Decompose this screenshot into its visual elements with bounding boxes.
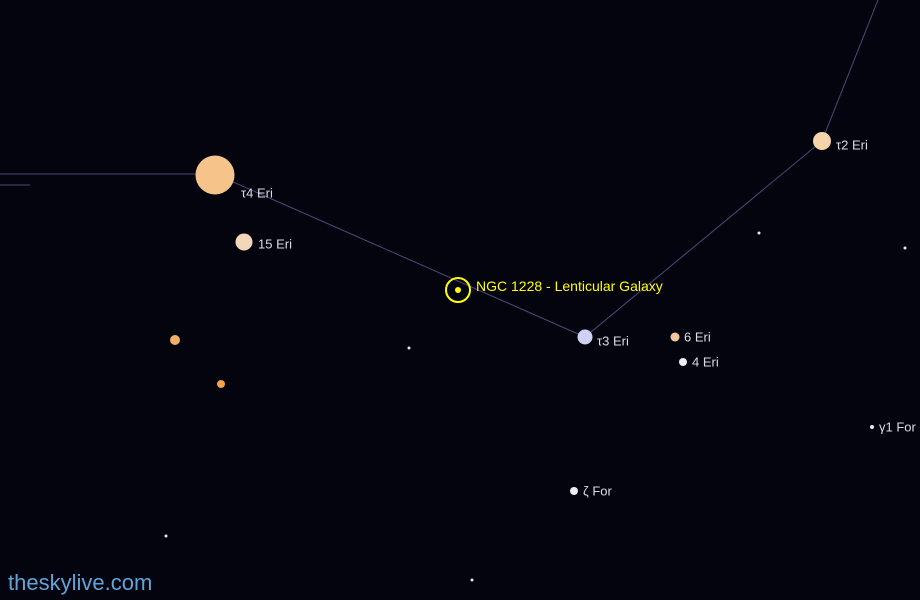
- star: [671, 333, 680, 342]
- star-chart: τ4 Eri 15 Eri τ2 Eri τ3 Eri 6 Eri 4 Eri ζ For γ…: [0, 0, 920, 600]
- star: [813, 132, 831, 150]
- star: [196, 156, 235, 195]
- constellation-polyline: [0, 0, 878, 337]
- star: [165, 535, 168, 538]
- target-label: NGC 1228 - Lenticular Galaxy: [476, 278, 663, 294]
- star: [758, 232, 761, 235]
- star: [578, 330, 593, 345]
- star-label: τ4 Eri: [241, 186, 273, 201]
- target-marker-dot: [455, 287, 461, 293]
- star-label: ζ For: [583, 484, 612, 499]
- star: [870, 425, 874, 429]
- star: [570, 487, 578, 495]
- star: [904, 247, 907, 250]
- watermark: theskylive.com: [8, 570, 152, 596]
- star: [679, 358, 687, 366]
- star: [408, 347, 411, 350]
- star: [471, 579, 474, 582]
- star-label: τ3 Eri: [597, 334, 629, 349]
- star: [170, 335, 180, 345]
- star: [236, 234, 253, 251]
- star-label: τ2 Eri: [836, 138, 868, 153]
- star-label: γ1 For: [879, 420, 916, 435]
- star: [217, 380, 225, 388]
- star-label: 15 Eri: [258, 237, 292, 252]
- star-label: 6 Eri: [684, 330, 711, 345]
- star-label: 4 Eri: [692, 355, 719, 370]
